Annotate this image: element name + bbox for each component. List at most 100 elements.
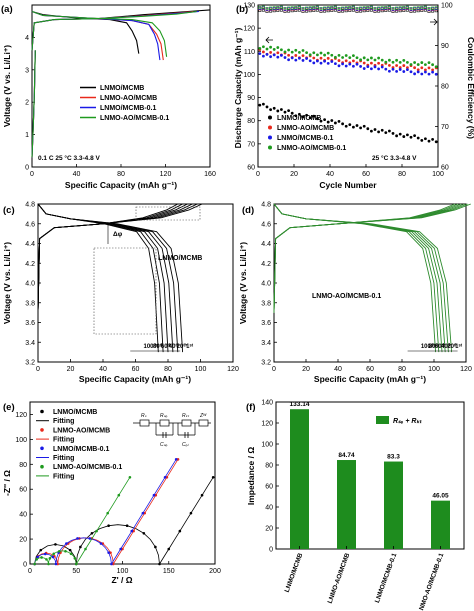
panel-e-data-point <box>54 562 58 566</box>
panel-c-discharge-line <box>37 203 159 353</box>
panel-b-efficiency-point <box>294 8 298 12</box>
panel-e-data-point <box>48 557 52 560</box>
panel-b-efficiency-point <box>301 9 305 13</box>
panel-f-category-label: LNMO/MCMB-0.1 <box>374 552 399 604</box>
panel-b-efficiency-point <box>405 8 409 12</box>
panel-d: (d) 0 20 40 60 80 100 120 3.2 3.4 3.6 3.8 4.0 4.2 4.… <box>238 202 472 385</box>
panel-b-capacity-point <box>269 108 272 112</box>
panel-b-efficiency-point <box>359 9 363 13</box>
panel-d-ytick-label: 4.8 <box>261 202 271 209</box>
panel-b-right-ytick-label: 60 <box>441 165 449 172</box>
panel-b-efficiency-point <box>398 9 402 13</box>
panel-f-frame <box>275 401 465 550</box>
panel-b-efficiency-point <box>384 8 388 12</box>
panel-b-efficiency-point <box>305 9 309 13</box>
panel-e-data-point <box>154 545 157 549</box>
panel-b-capacity-point <box>287 48 290 52</box>
panel-d-discharge-line <box>273 203 437 353</box>
panel-b-capacity-point <box>434 140 438 144</box>
panel-d-title: LNMO-AO/MCMB-0.1 <box>312 293 381 300</box>
panel-c-cycle-label: 1ˢᵗ <box>186 343 194 350</box>
panel-c-ytick-label: 3.6 <box>25 320 35 327</box>
panel-b-right-ytick-label: 80 <box>441 84 449 91</box>
panel-b-xlabel: Cycle Number <box>319 180 377 190</box>
panel-b-capacity-point <box>312 114 316 118</box>
panel-b-efficiency-point <box>279 8 283 12</box>
panel-b-capacity-point <box>258 52 262 55</box>
panel-b-efficiency-point <box>341 6 345 10</box>
panel-e-legend: LNMO/MCMB Fitting LNMO-AO/MCMB Fitting LNMO/… <box>36 409 122 480</box>
panel-a-ytick-label: 4 <box>25 35 29 42</box>
panel-c-ytick-label: 3.4 <box>25 340 35 347</box>
panel-f-ytick-label: 100 <box>261 442 273 449</box>
panel-e-data-point <box>189 511 193 515</box>
panel-b-capacity-point <box>395 64 398 67</box>
panel-e-data-point <box>167 547 171 551</box>
panel-b-capacity-point <box>391 67 395 71</box>
panel-d-ytick-label: 3.4 <box>261 340 271 347</box>
panel-b-capacity-point <box>265 52 269 56</box>
panel-b-efficiency-point <box>323 6 327 10</box>
panel-d-cycle-label: 80ᵗʰ <box>429 343 440 350</box>
panel-b-capacity-point <box>283 50 287 54</box>
panel-b-capacity-point <box>420 61 424 64</box>
panel-b-efficiency-point <box>373 6 377 10</box>
panel-b-capacity-point <box>276 55 280 59</box>
panel-c-xticks: 0 20 40 60 80 100 120 <box>36 359 239 373</box>
panel-e-data-point <box>47 562 50 566</box>
panel-b-capacity-point <box>319 51 323 55</box>
panel-f-legend-label: Rₛₑ + Rₖₜ <box>393 418 422 425</box>
panel-b-efficiency-point <box>276 8 280 12</box>
panel-a-legend-label: LNMO-AO/MCMB-0.1 <box>100 115 169 122</box>
panel-e-data-point <box>51 555 55 559</box>
panel-b-efficiency-point <box>265 9 269 13</box>
panel-d-discharge-line <box>273 203 449 353</box>
panel-b-efficiency-point <box>427 9 431 13</box>
panel-b-capacity-point <box>395 69 398 73</box>
panel-b-capacity-point <box>377 61 380 65</box>
panel-e-data-point <box>68 548 72 552</box>
panel-b-capacity-point <box>352 64 355 68</box>
panel-b-capacity-point <box>294 58 298 62</box>
panel-b-capacity-point <box>377 130 380 134</box>
panel-e-ylabel: -Z'' / Ω <box>2 470 12 496</box>
panel-b-capacity-point <box>434 65 438 69</box>
panel-b-legend-label: LNMO/MCMB <box>277 115 321 122</box>
panel-b-efficiency-point <box>265 6 269 10</box>
panel-b-capacity-point <box>269 51 272 54</box>
panel-b-capacity-point <box>388 64 391 67</box>
panel-b-efficiency-point <box>294 6 298 10</box>
panel-b-efficiency-point <box>297 8 301 12</box>
panel-b-capacity-point <box>344 124 348 128</box>
panel-d-ytick-label: 4.6 <box>261 221 271 228</box>
panel-c-cycle-label: 60ᵗʰ <box>161 343 172 350</box>
panel-e-data-point <box>57 549 61 553</box>
panel-b-legend: LNMO/MCMB LNMO-AO/MCMB LNMO/MCMB-0.1 LNMO-A… <box>268 115 346 152</box>
panel-b-efficiency-point <box>312 6 316 10</box>
panel-b-capacity-point <box>341 62 344 66</box>
panel-b-efficiency-point <box>427 6 431 10</box>
panel-b-capacity-point <box>330 53 334 57</box>
panel-b-capacity-point <box>384 60 388 64</box>
panel-b-xtick-label: 100 <box>432 171 444 178</box>
panel-b-efficiency-point <box>319 9 323 13</box>
panel-b-capacity-point <box>319 61 323 65</box>
panel-d-ytick-label: 3.6 <box>261 320 271 327</box>
panel-b-capacity-point <box>359 58 362 62</box>
panel-b-efficiency-point <box>434 6 438 10</box>
panel-a-ytick-label: 2 <box>25 100 29 107</box>
panel-b-capacity-point <box>352 125 355 129</box>
panel-b-plot <box>258 5 438 144</box>
panel-b-xtick-label: 20 <box>290 171 298 178</box>
panel-f-bar <box>431 500 450 549</box>
panel-e-legend-swatch <box>40 428 44 432</box>
panel-e-yticks: 0 20 40 60 80 100 120 <box>15 412 33 569</box>
panel-b-capacity-point <box>287 53 290 57</box>
panel-b-right-ytick-label: 100 <box>441 3 453 10</box>
panel-b-efficiency-point <box>312 8 316 12</box>
panel-e-ytick-label: 120 <box>15 412 27 419</box>
panel-e-data-point <box>125 524 129 528</box>
panel-b-capacity-point <box>319 56 323 60</box>
panel-b-capacity-point <box>355 56 359 60</box>
panel-b-capacity-point <box>409 63 413 66</box>
